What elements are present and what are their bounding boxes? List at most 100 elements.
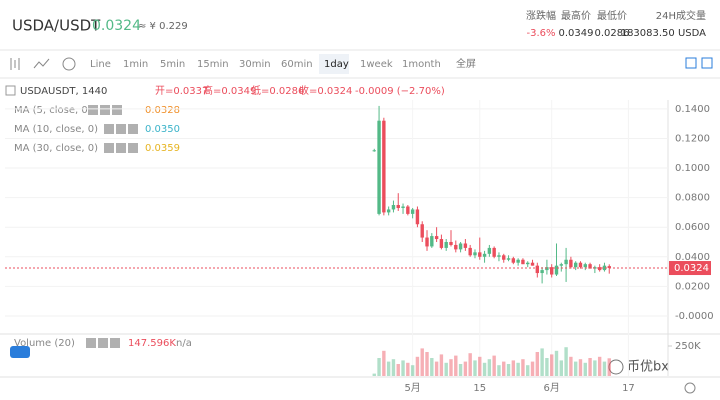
x-tick-label: 17 [622,383,635,394]
candle-body [401,206,405,208]
candle-body [554,265,559,275]
volume-bar [573,361,578,376]
y-tick-label: 0.1200 [675,133,710,144]
interval[interactable]: 1week [360,59,393,70]
interval[interactable]: 60min [281,59,313,70]
interval[interactable]: Line [90,59,111,70]
candle-body [502,255,506,260]
volume-swatch [110,338,120,348]
volume-bar [430,358,434,376]
x-tick-label: 5月 [404,382,420,394]
candle-body [420,224,424,238]
ohlc-value: 高=0.0349 [203,84,256,97]
toolbar-icons [10,57,713,394]
ma-value: 0.0328 [145,105,180,116]
ma-label: MA (5, close, 0) [14,105,92,116]
candle-body [602,265,607,271]
volume-tick-label: 250K [675,341,701,352]
candle-body [564,259,568,265]
x-tick-label: 6月 [544,382,560,394]
volume-bar [511,360,516,376]
y-tick-label: 0.0400 [675,252,710,263]
volume-bar [434,361,439,376]
volume-bar [530,361,535,376]
ohlc-value: 收=0.0324 [299,84,352,97]
interval[interactable]: 5min [160,59,185,70]
interval[interactable]: 1min [123,59,148,70]
candle-body [545,267,549,271]
candle-body [511,258,516,263]
cny-price: ≈ ¥ 0.229 [138,21,188,32]
candle-body [535,265,540,274]
volume-extra: n/a [176,338,192,349]
candle-body [530,262,535,266]
volume-bar [439,354,444,376]
ma-label: MA (10, close, 0) [14,124,98,135]
interval[interactable]: 1month [402,59,441,70]
layout-icon [685,57,697,69]
change: -0.0009 (−2.70%) [355,86,445,97]
ma-swatch [100,105,110,115]
candle-body [382,120,386,213]
volume-bar [545,358,549,376]
candle-body [430,236,434,247]
ma-swatch [116,124,126,134]
volume-bar [473,360,477,376]
candle-body [588,264,592,269]
candle-body [425,237,429,247]
candle-body [468,247,472,256]
symbol: USDAUSDT, 1440 [20,86,107,97]
x-tick-label: 15 [473,383,486,394]
volume-bar [607,358,611,376]
interval[interactable]: 30min [239,59,271,70]
candle-body [406,206,410,214]
candle-body [569,259,573,268]
volume-bar [583,362,587,376]
volume-bar [597,356,602,376]
candle-icon [10,58,20,70]
volume-bar [401,360,405,376]
watermark-icon [608,359,624,375]
pair: USDA/USDT [12,17,101,35]
volume-bar [444,362,448,376]
candle-body [458,243,463,250]
settings-icon [62,57,76,71]
volume-bar [463,361,468,376]
y-tick-label: 0.0800 [675,193,710,204]
candle-body [372,150,376,152]
candle-body [473,252,477,256]
candle-body [386,209,391,213]
volume-bar [535,352,540,376]
volume-bar [516,362,520,376]
volume-bar [377,358,381,376]
candle-body [550,267,554,275]
candle-body [434,236,439,240]
volume-bar [391,359,396,376]
volume-bar [410,365,415,376]
candle-body [492,247,496,257]
volume-bar [454,355,458,376]
volume-bar [559,360,563,376]
ma-value: 0.0359 [145,143,180,154]
volume-bar [382,350,386,376]
candle-body [597,267,602,271]
interval[interactable]: 1day [324,59,349,70]
candle-body [391,205,396,210]
fullscreen[interactable]: 全屏 [456,57,476,70]
candle-body [607,266,611,269]
volume-bar [425,352,429,376]
layout-icon [701,57,713,69]
volume-bar [550,354,554,376]
candle-body [410,209,415,214]
volume-bar [458,364,463,376]
volume-bar [593,360,597,376]
candle-body [478,252,482,257]
y-tick-label: 0.1000 [675,163,710,174]
candle-body [497,255,501,257]
ma-swatch [104,143,114,153]
ma-label: MA (30, close, 0) [14,143,98,154]
volume-bar [554,350,559,376]
interval[interactable]: 15min [197,59,229,70]
